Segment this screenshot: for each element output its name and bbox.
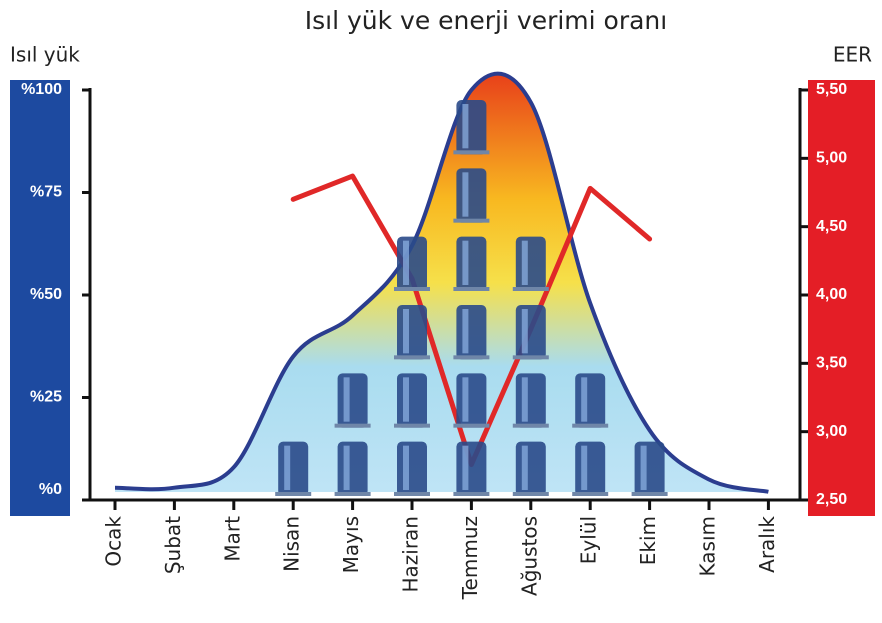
compressor bbox=[516, 237, 546, 291]
x-tick-label: Ocak bbox=[102, 516, 126, 567]
y2-tick-label: 3,50 bbox=[816, 355, 847, 372]
compressor-foot bbox=[513, 492, 549, 496]
y-tick-label: %50 bbox=[30, 286, 62, 303]
compressor-shine bbox=[462, 172, 468, 216]
chart: Isıl yük ve enerji verimi oranı Isıl yük… bbox=[0, 0, 882, 623]
y2-tick-label: 4,50 bbox=[816, 218, 847, 235]
compressor bbox=[575, 442, 605, 496]
compressor-foot bbox=[335, 492, 371, 496]
compressor-foot bbox=[453, 424, 489, 428]
compressor-foot bbox=[394, 287, 430, 291]
x-tick-label: Ekim bbox=[636, 516, 660, 565]
compressor-shine bbox=[462, 377, 468, 421]
compressor-foot bbox=[513, 355, 549, 359]
compressor-foot bbox=[394, 424, 430, 428]
y2-tick-label: 5,50 bbox=[816, 81, 847, 98]
compressor-foot bbox=[453, 150, 489, 154]
compressor-foot bbox=[394, 492, 430, 496]
compressor-shine bbox=[403, 309, 409, 353]
compressor bbox=[338, 373, 368, 427]
compressor-foot bbox=[513, 287, 549, 291]
compressor-foot bbox=[632, 492, 668, 496]
compressor-foot bbox=[453, 492, 489, 496]
compressor-shine bbox=[344, 377, 350, 421]
compressor-stack bbox=[275, 442, 311, 496]
compressor bbox=[397, 442, 427, 496]
compressor-foot bbox=[335, 424, 371, 428]
y2-tick-label: 5,00 bbox=[816, 150, 847, 167]
compressor-foot bbox=[572, 424, 608, 428]
y-tick-label: %0 bbox=[39, 481, 62, 498]
compressor-shine bbox=[641, 446, 647, 490]
compressor bbox=[456, 237, 486, 291]
y2-axis-label: EER bbox=[833, 43, 872, 67]
compressor-foot bbox=[572, 492, 608, 496]
compressor bbox=[516, 373, 546, 427]
y2-tick-label: 2,50 bbox=[816, 491, 847, 508]
x-tick-label: Ağustos bbox=[517, 516, 541, 596]
x-tick-label: Şubat bbox=[161, 516, 185, 574]
compressor-shine bbox=[462, 241, 468, 285]
x-tick-label: Aralık bbox=[755, 516, 779, 573]
compressor-shine bbox=[403, 241, 409, 285]
compressor bbox=[575, 373, 605, 427]
compressor bbox=[456, 168, 486, 222]
compressor-shine bbox=[344, 446, 350, 490]
compressor-shine bbox=[284, 446, 290, 490]
compressor-shine bbox=[522, 446, 528, 490]
chart-title: Isıl yük ve enerji verimi oranı bbox=[305, 6, 667, 35]
y-axis-label: Isıl yük bbox=[10, 43, 80, 67]
compressor-foot bbox=[513, 424, 549, 428]
compressor-shine bbox=[522, 241, 528, 285]
compressor-shine bbox=[522, 309, 528, 353]
compressor bbox=[456, 442, 486, 496]
compressor bbox=[516, 305, 546, 359]
compressor-foot bbox=[453, 287, 489, 291]
compressor-shine bbox=[403, 377, 409, 421]
compressor bbox=[397, 305, 427, 359]
compressor bbox=[456, 100, 486, 154]
x-tick-label: Kasım bbox=[696, 516, 720, 576]
compressor-shine bbox=[462, 104, 468, 148]
compressor-shine bbox=[581, 446, 587, 490]
compressor bbox=[338, 442, 368, 496]
compressor bbox=[456, 373, 486, 427]
y2-tick-label: 4,00 bbox=[816, 286, 847, 303]
x-tick-label: Mart bbox=[220, 516, 244, 562]
compressor-foot bbox=[453, 355, 489, 359]
compressor bbox=[635, 442, 665, 496]
y2-tick-label: 3,00 bbox=[816, 423, 847, 440]
compressor bbox=[397, 373, 427, 427]
heat-load-area bbox=[115, 74, 768, 492]
x-tick-label: Eylül bbox=[577, 516, 601, 564]
compressor-stack bbox=[632, 442, 668, 496]
x-tick-label: Haziran bbox=[399, 516, 423, 593]
y-tick-label: %100 bbox=[21, 81, 62, 98]
x-tick-label: Mayıs bbox=[339, 516, 363, 573]
y-tick-label: %75 bbox=[30, 184, 62, 201]
compressor-shine bbox=[462, 446, 468, 490]
compressor bbox=[516, 442, 546, 496]
plot: %0 %25 %50 %75 %100 2,50 3,00 3,50 4,00 4,50 5,00 5… bbox=[21, 74, 847, 601]
compressor-shine bbox=[522, 377, 528, 421]
compressor bbox=[397, 237, 427, 291]
compressor bbox=[456, 305, 486, 359]
x-tick-label: Nisan bbox=[280, 516, 304, 572]
compressor-shine bbox=[403, 446, 409, 490]
x-tick-label: Temmuz bbox=[458, 516, 482, 600]
compressor-foot bbox=[453, 219, 489, 223]
compressor bbox=[278, 442, 308, 496]
compressor-shine bbox=[462, 309, 468, 353]
compressor-foot bbox=[394, 355, 430, 359]
y-tick-label: %25 bbox=[30, 389, 62, 406]
compressor-shine bbox=[581, 377, 587, 421]
compressor-foot bbox=[275, 492, 311, 496]
